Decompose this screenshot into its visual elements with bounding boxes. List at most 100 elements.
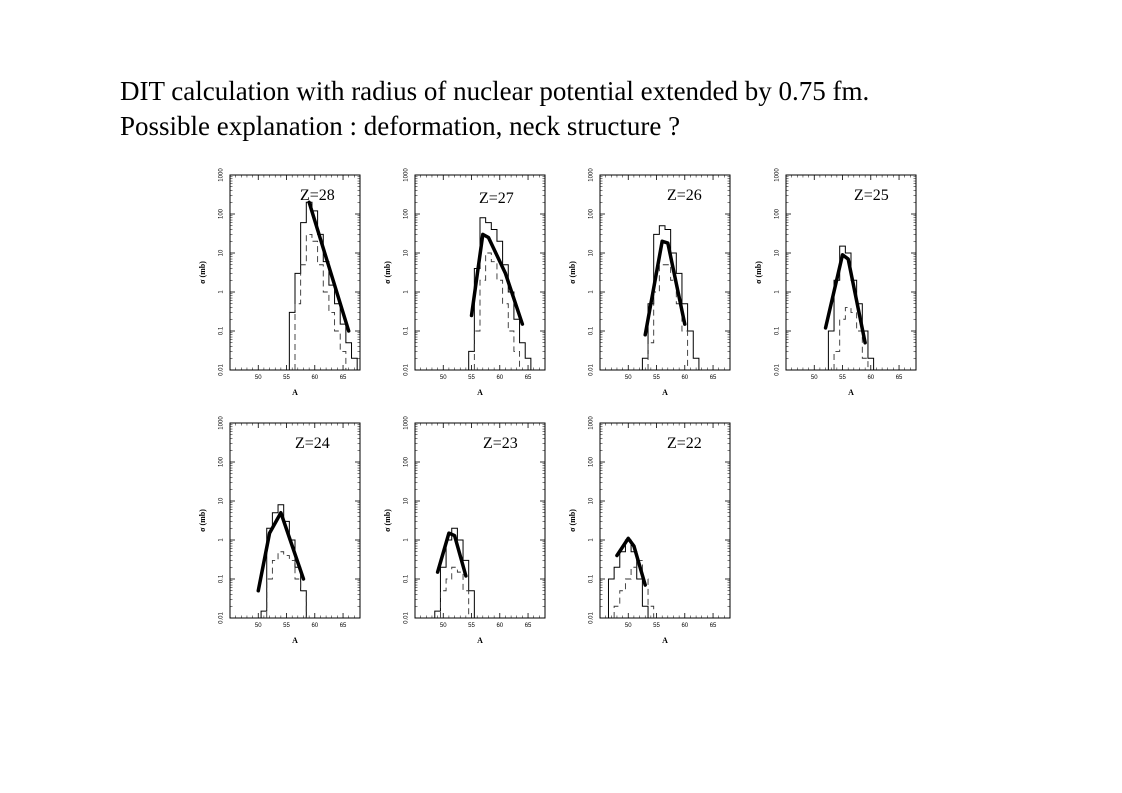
x-tick-label: 60 xyxy=(681,375,688,381)
y-axis-label: σ (mb) xyxy=(383,261,392,284)
plot-frame xyxy=(414,422,546,619)
y-tick-label: 1000 xyxy=(589,168,595,182)
z-label: Z=22 xyxy=(667,435,702,452)
y-tick-label: 10 xyxy=(219,497,225,504)
y-tick-label: 10 xyxy=(589,497,595,504)
y-tick-label: 100 xyxy=(219,208,225,219)
x-tick-label: 55 xyxy=(468,623,475,629)
y-axis-label: σ (mb) xyxy=(568,509,577,532)
calculation-curve xyxy=(823,253,867,345)
y-tick-label: 1 xyxy=(589,538,595,542)
y-tick-label: 0.01 xyxy=(219,612,225,624)
x-tick-label: 50 xyxy=(255,623,262,629)
x-tick-label: 55 xyxy=(653,375,660,381)
y-tick-label: 0.1 xyxy=(404,326,410,335)
dashed-histogram xyxy=(473,252,521,370)
x-axis-label: A xyxy=(477,388,483,397)
panel-z27: 0.01 0.1 1 10 100 1000 50 55 60 65 Aσ (mb) Z=27 xyxy=(383,168,546,397)
x-tick-label: 65 xyxy=(525,623,532,629)
plot-frame xyxy=(229,174,361,371)
panel-z28: 0.01 0.1 1 10 100 1000 50 55 60 65 Aσ (mb) Z=28 xyxy=(198,168,361,397)
x-axis-label: A xyxy=(477,636,483,645)
plot-frame xyxy=(599,422,731,619)
calculation-curve xyxy=(307,200,351,333)
x-tick-label: 50 xyxy=(440,623,447,629)
x-axis-label: A xyxy=(662,388,668,397)
y-tick-label: 100 xyxy=(404,456,410,467)
y-tick-label: 100 xyxy=(775,208,781,219)
calculation-curve xyxy=(643,239,687,337)
x-axis-label: A xyxy=(848,388,854,397)
calculation-curve xyxy=(435,531,468,578)
x-tick-label: 50 xyxy=(255,375,262,381)
y-tick-label: 100 xyxy=(404,208,410,219)
x-tick-label: 60 xyxy=(867,375,874,381)
x-tick-label: 55 xyxy=(283,623,290,629)
y-tick-label: 1 xyxy=(404,538,410,542)
x-tick-label: 60 xyxy=(311,375,318,381)
y-tick-label: 1000 xyxy=(219,416,225,430)
y-tick-label: 0.1 xyxy=(219,574,225,583)
dashed-histogram xyxy=(266,551,307,618)
x-tick-label: 55 xyxy=(468,375,475,381)
y-tick-label: 1000 xyxy=(589,416,595,430)
x-tick-label: 65 xyxy=(710,375,717,381)
y-tick-label: 0.01 xyxy=(219,364,225,376)
x-tick-label: 50 xyxy=(625,623,632,629)
y-tick-label: 100 xyxy=(589,456,595,467)
panel-z26: 0.01 0.1 1 10 100 1000 50 55 60 65 Aσ (mb) Z=26 xyxy=(568,168,731,397)
slide-title: DIT calculation with radius of nuclear p… xyxy=(120,74,869,144)
dashed-histogram xyxy=(294,233,347,370)
x-tick-label: 50 xyxy=(440,375,447,381)
plot-frame xyxy=(599,174,731,371)
y-tick-label: 10 xyxy=(404,497,410,504)
x-axis-label: A xyxy=(292,636,298,645)
x-tick-label: 65 xyxy=(340,375,347,381)
y-tick-label: 10 xyxy=(775,249,781,256)
y-axis-label: σ (mb) xyxy=(754,261,763,284)
z-label: Z=25 xyxy=(854,187,889,204)
solid-histogram xyxy=(468,217,532,370)
y-tick-label: 1000 xyxy=(775,168,781,182)
y-axis-label: σ (mb) xyxy=(198,261,207,284)
y-tick-label: 10 xyxy=(589,249,595,256)
calculation-curve xyxy=(469,232,525,326)
y-tick-label: 1 xyxy=(219,538,225,542)
x-tick-label: 55 xyxy=(653,623,660,629)
y-axis-label: σ (mb) xyxy=(383,509,392,532)
y-tick-label: 1 xyxy=(775,290,781,294)
x-tick-label: 60 xyxy=(311,623,318,629)
y-axis-label: σ (mb) xyxy=(198,509,207,532)
plot-frame xyxy=(414,174,546,371)
plot-frame xyxy=(229,422,361,619)
panel-z24: 0.01 0.1 1 10 100 1000 50 55 60 65 Aσ (mb) Z=24 xyxy=(198,416,361,645)
y-tick-label: 0.1 xyxy=(404,574,410,583)
panel-z25: 0.01 0.1 1 10 100 1000 50 55 60 65 Aσ (mb) Z=25 xyxy=(754,168,917,397)
calculation-curve xyxy=(256,510,306,593)
y-tick-label: 0.01 xyxy=(404,612,410,624)
title-line-1: DIT calculation with radius of nuclear p… xyxy=(120,76,870,106)
panel-z23: 0.01 0.1 1 10 100 1000 50 55 60 65 Aσ (mb) Z=23 xyxy=(383,416,546,645)
panel-z22: 0.01 0.1 1 10 100 1000 50 55 60 65 Aσ (mb) Z=22 xyxy=(568,416,731,645)
plot-frame xyxy=(785,174,917,371)
y-tick-label: 1 xyxy=(589,290,595,294)
y-tick-label: 0.01 xyxy=(404,364,410,376)
x-tick-label: 55 xyxy=(839,375,846,381)
x-tick-label: 60 xyxy=(496,623,503,629)
z-label: Z=28 xyxy=(300,187,335,204)
y-tick-label: 0.01 xyxy=(589,364,595,376)
x-tick-label: 65 xyxy=(525,375,532,381)
z-label: Z=23 xyxy=(483,435,518,452)
dashed-histogram xyxy=(613,559,655,618)
x-tick-label: 60 xyxy=(681,623,688,629)
y-tick-label: 1 xyxy=(219,290,225,294)
x-tick-label: 65 xyxy=(896,375,903,381)
y-tick-label: 100 xyxy=(589,208,595,219)
y-tick-label: 0.1 xyxy=(775,326,781,335)
y-tick-label: 0.1 xyxy=(589,574,595,583)
y-tick-label: 100 xyxy=(219,456,225,467)
solid-histogram xyxy=(434,527,475,618)
x-tick-label: 65 xyxy=(710,623,717,629)
x-tick-label: 60 xyxy=(496,375,503,381)
